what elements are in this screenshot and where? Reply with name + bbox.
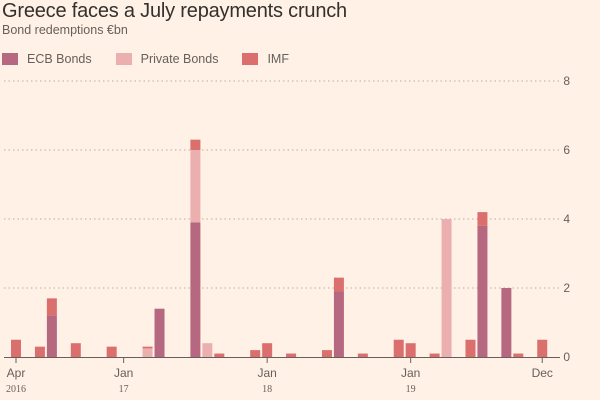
y-tick-label: 6 <box>563 143 570 157</box>
bar-ecb-bonds <box>477 225 488 357</box>
bars <box>11 139 548 357</box>
bar-imf <box>142 346 153 349</box>
bar-ecb-bonds <box>154 308 165 357</box>
x-tick-label: Apr <box>7 366 26 380</box>
x-tick-year-label: 17 <box>119 384 129 395</box>
bar-imf <box>537 339 548 357</box>
y-axis-ticks: 0 2 4 6 8 <box>563 74 570 364</box>
gridlines <box>4 80 560 289</box>
bar-imf <box>262 343 273 357</box>
x-tick-label: Jan <box>401 366 420 380</box>
legend-swatch-imf <box>242 53 259 65</box>
bar-imf <box>46 298 57 316</box>
bar-private-bonds <box>202 343 213 357</box>
legend-item-private-bonds: Private Bonds <box>115 52 219 66</box>
bar-private-bonds <box>441 219 452 357</box>
bar-imf <box>11 339 21 357</box>
x-tick-label: Jan <box>257 366 276 380</box>
legend-swatch-ecb-bonds <box>2 53 18 65</box>
bar-imf <box>405 343 416 357</box>
bar-imf <box>465 339 476 357</box>
bar-imf <box>34 346 45 357</box>
legend-swatch-private-bonds <box>115 53 132 65</box>
bar-imf <box>429 353 440 357</box>
x-tick-label: Dec <box>532 366 553 380</box>
bar-imf <box>190 139 201 150</box>
x-tick-label: Jan <box>114 366 133 380</box>
bar-ecb-bonds <box>190 222 201 357</box>
y-tick-label: 8 <box>563 74 570 88</box>
bar-private-bonds <box>190 150 201 223</box>
bar-ecb-bonds <box>501 288 512 357</box>
legend-label-imf: IMF <box>267 52 289 66</box>
chart-legend: ECB Bonds Private Bonds IMF <box>2 52 313 66</box>
chart-title: Greece faces a July repayments crunch <box>2 0 347 22</box>
bar-imf <box>513 353 524 357</box>
x-tick-year-label: 19 <box>406 384 416 395</box>
y-tick-label: 0 <box>563 350 570 364</box>
legend-label-private-bonds: Private Bonds <box>140 52 219 66</box>
bar-imf <box>250 350 261 357</box>
bar-imf <box>357 353 368 357</box>
bar-imf <box>286 353 297 357</box>
bar-imf <box>214 353 225 357</box>
bar-imf <box>106 346 117 357</box>
bar-imf <box>477 212 488 226</box>
x-tick-year-label: 2016 <box>6 384 26 395</box>
x-tick-year-label: 18 <box>262 384 272 395</box>
bar-ecb-bonds <box>333 291 344 357</box>
bar-ecb-bonds <box>46 315 57 357</box>
y-tick-label: 2 <box>563 281 570 295</box>
bar-imf <box>333 277 344 292</box>
y-tick-label: 4 <box>563 212 570 226</box>
bar-imf <box>393 339 404 357</box>
bar-imf <box>321 350 332 357</box>
legend-item-imf: IMF <box>242 52 289 66</box>
x-axis: Apr 2016 Jan 17 Jan 18 Jan 19 Dec <box>4 357 560 395</box>
bar-private-bonds <box>142 348 153 357</box>
legend-item-ecb-bonds: ECB Bonds <box>2 52 92 66</box>
chart-subtitle: Bond redemptions €bn <box>2 23 128 37</box>
bar-imf <box>70 343 81 357</box>
legend-label-ecb-bonds: ECB Bonds <box>27 52 92 66</box>
